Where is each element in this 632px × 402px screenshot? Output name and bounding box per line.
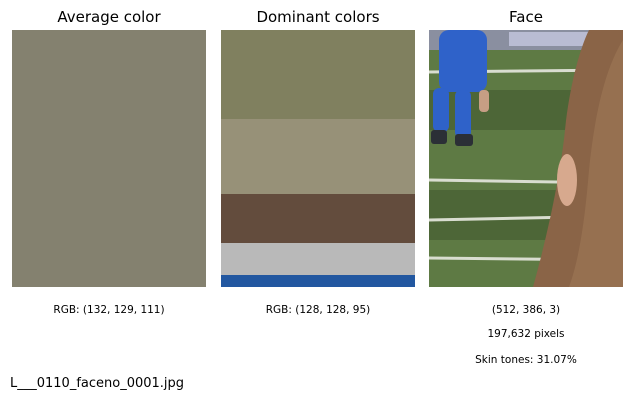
- dominant-color-stripe: [221, 243, 415, 275]
- dominant-colors-title: Dominant colors: [256, 8, 380, 26]
- dominant-colors-palette: [221, 30, 415, 287]
- face-title: Face: [509, 8, 543, 26]
- player-shoe: [455, 134, 473, 146]
- dominant-color-stripe: [221, 119, 415, 194]
- ear: [557, 154, 577, 206]
- player-figure: [431, 30, 489, 146]
- player-shoe: [431, 130, 447, 144]
- player-leg: [455, 90, 471, 138]
- face-image-shape: (512, 386, 3): [491, 304, 561, 316]
- player-leg: [433, 88, 449, 132]
- dominant-color-stripe: [221, 275, 415, 287]
- average-color-rgb: RGB: (132, 129, 111): [53, 304, 165, 316]
- player-arm: [479, 90, 489, 112]
- dominant-color-stripe: [221, 194, 415, 243]
- dominant-color-rgb: RGB: (128, 128, 95): [265, 304, 371, 316]
- face-skin-tones: Skin tones: 31.07%: [475, 354, 577, 366]
- hair-highlight: [569, 40, 623, 287]
- dominant-color-stripe: [221, 30, 415, 119]
- face-pixel-count: 197,632 pixels: [487, 328, 565, 340]
- face-photo: [429, 30, 623, 287]
- face-photo-image: [429, 30, 623, 287]
- image-filename: L___0110_faceno_0001.jpg: [10, 376, 185, 391]
- player-jersey: [439, 30, 487, 92]
- average-color-swatch: [12, 30, 206, 287]
- average-color-title: Average color: [57, 8, 161, 26]
